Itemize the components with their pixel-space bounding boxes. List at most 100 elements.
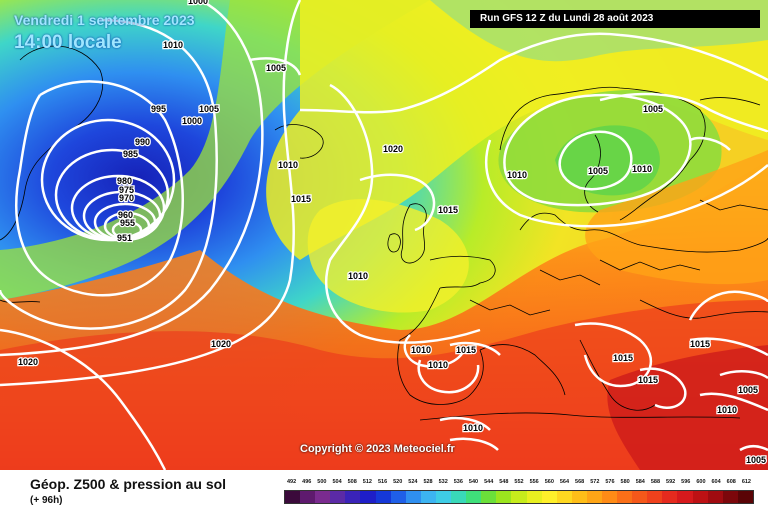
isobar-label: 995 (151, 104, 166, 114)
scale-label: 588 (650, 479, 661, 485)
scale-swatch (405, 491, 421, 503)
scale-label: 556 (529, 479, 539, 485)
isobar-label: 1015 (438, 205, 458, 215)
isobar-label: 975 (119, 185, 134, 195)
scale-swatch (420, 491, 436, 503)
scale-label: 612 (741, 479, 751, 485)
forecast-lead-time: (+ 96h) (30, 495, 63, 506)
scale-swatch (647, 491, 663, 503)
scale-swatch (662, 491, 678, 503)
scale-swatch (345, 491, 361, 503)
scale-swatch (632, 491, 648, 503)
isobar-label: 1015 (456, 345, 476, 355)
scale-swatch (360, 491, 376, 503)
scale-swatch (511, 491, 527, 503)
field-yellow-center (307, 199, 469, 313)
model-run-label: Run GFS 12 Z du Lundi 28 août 2023 (470, 10, 760, 28)
scale-label: 608 (726, 479, 736, 485)
isobar-label: 1010 (632, 164, 652, 174)
color-scale-bar (284, 490, 754, 504)
isobar-label: 1005 (738, 385, 758, 395)
scale-label: 496 (302, 479, 312, 485)
isobar-label: 951 (117, 233, 132, 243)
isobar-label: 1015 (638, 375, 658, 385)
scale-label: 568 (575, 479, 585, 485)
field-red-south (0, 300, 768, 470)
scale-label: 604 (711, 479, 721, 485)
isobar-label: 955 (120, 218, 135, 228)
isobar-label: 1000 (188, 0, 208, 6)
isobar-label: 1005 (588, 166, 608, 176)
field-dark-red-se (607, 345, 768, 470)
isobar-label: 1020 (211, 339, 231, 349)
scale-swatch (300, 491, 316, 503)
scale-label: 580 (620, 479, 630, 485)
scale-label: 508 (347, 479, 357, 485)
scale-label: 600 (696, 479, 706, 485)
isobar-label: 1000 (182, 116, 202, 126)
isobar-label: 1005 (266, 63, 286, 73)
scale-swatch (481, 491, 497, 503)
isobar-label: 1005 (199, 104, 219, 114)
isobar-label: 1020 (18, 357, 38, 367)
scale-label: 500 (317, 479, 327, 485)
scale-swatch (601, 491, 618, 503)
scale-swatch (677, 491, 693, 503)
pressure-map: 1000 1010 1005 995 1005 1000 990 985 980… (0, 0, 768, 470)
isobars (0, 0, 768, 470)
product-title: Géop. Z500 & pression au sol (30, 476, 227, 492)
scale-label: 492 (287, 479, 297, 485)
forecast-local-time: 14:00 locale (14, 32, 122, 53)
scale-swatch (526, 491, 542, 503)
isobar-label: 1010 (428, 360, 448, 370)
scale-label: 544 (484, 479, 494, 485)
scale-swatch (571, 491, 587, 503)
scale-swatch (692, 491, 708, 503)
isobar-label: 1015 (291, 194, 311, 204)
scale-swatch (737, 491, 753, 503)
isobar-label: 990 (135, 137, 150, 147)
scale-label: 564 (559, 479, 570, 485)
scale-label: 524 (408, 479, 418, 485)
scale-swatch (466, 491, 482, 503)
scale-swatch (556, 491, 572, 503)
isobar-label: 1010 (278, 160, 298, 170)
scale-swatch (586, 491, 602, 503)
color-scale-labels: 492 496 500 504 508 512 516 520 524 528 532 536 540 5… (284, 479, 754, 489)
legend-footer: Géop. Z500 & pression au sol (+ 96h) 492… (0, 470, 768, 512)
scale-label: 520 (393, 479, 403, 485)
isobar-label: 985 (123, 149, 138, 159)
scale-label: 528 (423, 479, 433, 485)
isobar-label: 1020 (383, 144, 403, 154)
scale-swatch (375, 491, 391, 503)
isobar-labels: 1000 1010 1005 995 1005 1000 990 985 980… (17, 0, 768, 466)
scale-label: 552 (514, 479, 524, 485)
isobar-label: 1010 (411, 345, 431, 355)
scale-label: 532 (438, 479, 448, 485)
scale-label: 512 (362, 479, 372, 485)
scale-label: 540 (468, 479, 479, 485)
isobar-label: 1015 (690, 339, 710, 349)
isobar-label: 1010 (163, 40, 183, 50)
scale-label: 536 (453, 479, 463, 485)
scale-label: 560 (544, 479, 554, 485)
scale-label: 592 (666, 479, 676, 485)
scale-swatch (496, 491, 512, 503)
isobar-label: 1005 (746, 455, 766, 465)
scale-swatch (451, 491, 467, 503)
scale-swatch (285, 491, 301, 503)
isobar-label: 970 (119, 193, 134, 203)
isobar-label: 1010 (348, 271, 368, 281)
scale-swatch (541, 491, 557, 503)
scale-label: 596 (681, 479, 691, 485)
forecast-date: Vendredi 1 septembre 2023 (14, 12, 195, 28)
isobar-label: 1010 (717, 405, 737, 415)
scale-label: 572 (590, 479, 600, 485)
isobar-label: 1015 (613, 353, 633, 363)
field-yellow-north (266, 0, 768, 260)
isobar-label: 1010 (507, 170, 527, 180)
copyright-notice: Copyright © 2023 Meteociel.fr (300, 443, 455, 455)
isobar-label: 980 (117, 176, 132, 186)
isobar-label: 1005 (643, 104, 663, 114)
